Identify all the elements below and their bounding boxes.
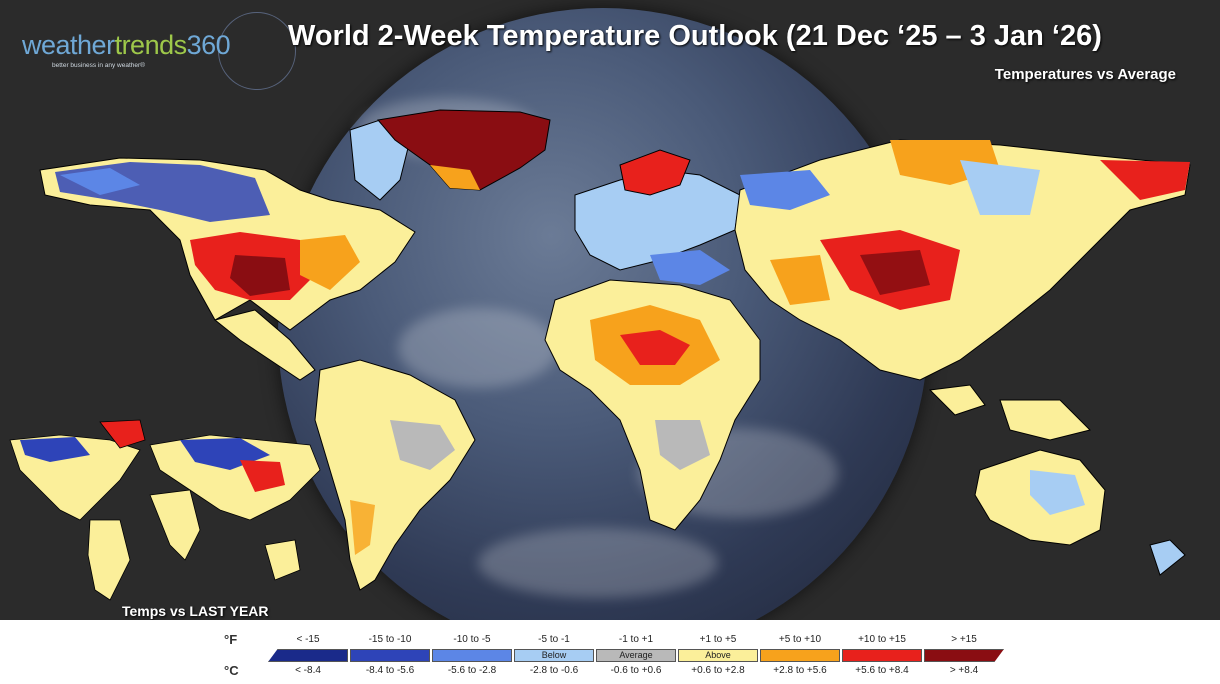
legend-swatch-label: Above — [705, 650, 731, 660]
temperature-legend: °F °C < -15 < -8.4 -15 to -10 -8.4 to -5.6 -… — [0, 620, 1220, 684]
logo-wordmark: weathertrends360 — [22, 30, 231, 61]
map-title: World 2-Week Temperature Outlook (21 Dec… — [288, 20, 1102, 52]
greenland-region — [377, 109, 551, 191]
legend-fahrenheit-range: +5 to +10 — [778, 634, 822, 645]
legend-fahrenheit-range: > +15 — [951, 634, 977, 645]
logo-word-trends: trends — [114, 30, 188, 60]
legend-swatch: Below — [514, 649, 594, 662]
legend-swatch-label: Average — [619, 650, 653, 660]
legend-swatch — [842, 649, 922, 662]
legend-swatch-label: Below — [541, 650, 567, 660]
legend-swatch — [760, 649, 840, 662]
legend-swatch — [924, 649, 1004, 662]
logo-word-360: 360 — [186, 30, 231, 60]
legend-fahrenheit-range: -15 to -10 — [368, 634, 412, 645]
north-america-region — [39, 119, 416, 381]
legend-unit-celsius: °C — [224, 663, 239, 678]
legend-celsius-range: +2.8 to +5.6 — [773, 665, 827, 676]
legend-celsius-range: > +8.4 — [949, 665, 979, 676]
legend-fahrenheit-range: -10 to -5 — [453, 634, 491, 645]
map-area: weathertrends360 better business in any … — [9, 8, 1191, 620]
logo-word-weather: weather — [22, 30, 115, 60]
south-america-region — [314, 359, 476, 591]
europe-region — [574, 149, 741, 285]
legend-swatch — [268, 649, 348, 662]
legend-celsius-range: -8.4 to -5.6 — [365, 665, 415, 676]
legend-swatch — [350, 649, 430, 662]
legend-celsius-range: -0.6 to +0.6 — [610, 665, 662, 676]
logo-ring-icon — [218, 12, 296, 90]
legend-swatch: Average — [596, 649, 676, 662]
legend-celsius-range: -5.6 to -2.8 — [447, 665, 497, 676]
legend-celsius-range: -2.8 to -0.6 — [529, 665, 579, 676]
legend-fahrenheit-range: +1 to +5 — [699, 634, 737, 645]
australia-region — [974, 449, 1186, 576]
legend-fahrenheit-range: < -15 — [296, 634, 320, 645]
africa-region — [544, 279, 761, 531]
legend-celsius-range: +0.6 to +2.8 — [691, 665, 745, 676]
legend-unit-fahrenheit: °F — [224, 632, 238, 647]
logo-tagline: better business in any weather® — [52, 62, 145, 69]
legend-swatch: Above — [678, 649, 758, 662]
legend-celsius-range: +5.6 to +8.4 — [855, 665, 909, 676]
inset-map-label: Temps vs LAST YEAR — [122, 603, 269, 619]
legend-fahrenheit-range: -5 to -1 — [538, 634, 570, 645]
southeast-asia-islands — [928, 384, 1091, 441]
inset-map-last-year — [9, 419, 321, 601]
legend-celsius-range: < -8.4 — [295, 665, 321, 676]
legend-swatch — [432, 649, 512, 662]
legend-fahrenheit-range: +10 to +15 — [858, 634, 906, 645]
map-subtitle: Temperatures vs Average — [994, 66, 1176, 83]
asia-region — [734, 139, 1191, 381]
weathertrends360-logo: weathertrends360 better business in any … — [22, 12, 296, 90]
temperature-anomaly-map — [9, 109, 1191, 601]
legend-fahrenheit-range: -1 to +1 — [618, 634, 654, 645]
